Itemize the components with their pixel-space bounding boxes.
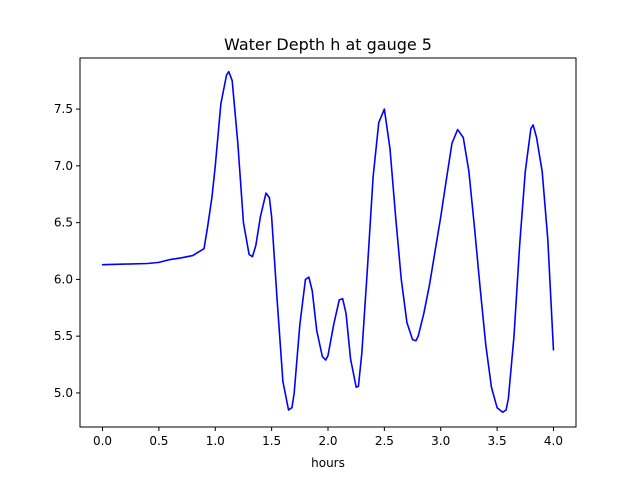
y-tick-label: 5.5 [54, 329, 73, 343]
y-tick-label: 6.5 [54, 216, 73, 230]
x-tick-label: 1.5 [262, 434, 281, 448]
x-tick-label: 2.5 [375, 434, 394, 448]
y-tick-label: 7.0 [54, 159, 73, 173]
y-tick-label: 7.5 [54, 102, 73, 116]
x-tick-label: 1.0 [206, 434, 225, 448]
plot-frame [79, 57, 577, 428]
x-axis: 0.0 0.5 1.0 1.5 2.0 2.5 3.0 3.5 4.0 [93, 427, 563, 448]
plot-area [79, 57, 577, 428]
series-line-0 [101, 70, 555, 414]
x-tick-label: 4.0 [544, 434, 563, 448]
x-axis-label: hours [311, 456, 345, 470]
y-tick-label: 5.0 [54, 386, 73, 400]
x-tick-label: 3.5 [488, 434, 507, 448]
y-tick-label: 6.0 [54, 272, 73, 286]
x-tick-label: 3.0 [431, 434, 450, 448]
x-tick-label: 2.0 [318, 434, 337, 448]
chart-title: Water Depth h at gauge 5 [224, 35, 432, 54]
x-tick-label: 0.5 [149, 434, 168, 448]
x-tick-label: 0.0 [93, 434, 112, 448]
y-axis: 5.0 5.5 6.0 6.5 7.0 7.5 [54, 102, 80, 400]
